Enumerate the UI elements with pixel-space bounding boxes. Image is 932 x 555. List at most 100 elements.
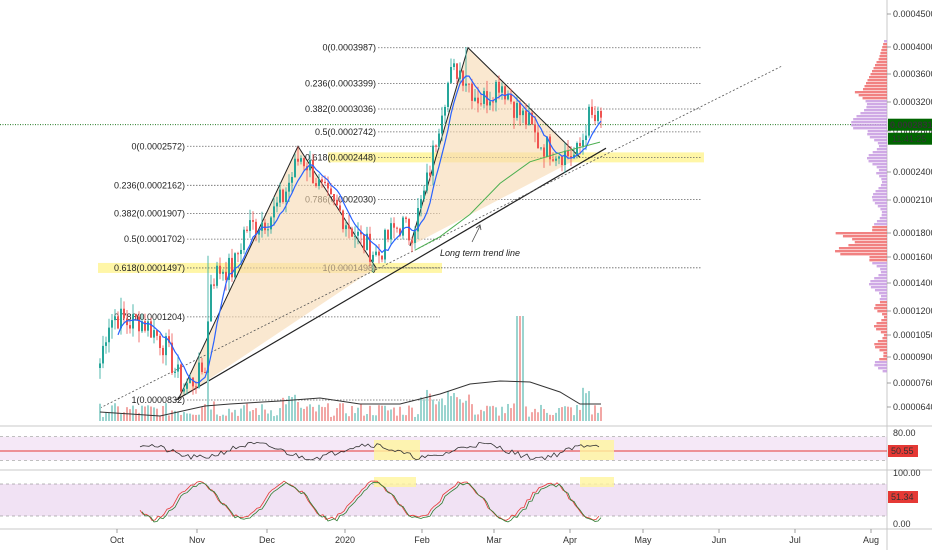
- stoch-tick-label: 0.00: [893, 519, 911, 529]
- candle-body: [234, 253, 236, 278]
- rsi-value-label: 50.55: [891, 446, 914, 456]
- volume-profile-bar: [872, 70, 887, 73]
- candle-body: [159, 335, 161, 348]
- volume-profile-bar: [876, 61, 887, 64]
- candle-body: [477, 97, 479, 104]
- volume-profile-bar: [874, 361, 887, 364]
- volume-bar: [186, 413, 188, 421]
- volume-bar: [549, 414, 551, 421]
- volume-bar: [441, 398, 443, 421]
- candle-body: [522, 110, 524, 116]
- fib-label: 0(0.0002572): [131, 141, 185, 151]
- candle-body: [459, 70, 461, 79]
- candle-body: [120, 308, 122, 329]
- volume-bar: [495, 407, 497, 421]
- volume-bar: [285, 404, 287, 421]
- time-tick-label: Apr: [563, 535, 577, 545]
- volume-profile-bar: [853, 118, 887, 121]
- candle-body: [561, 156, 563, 165]
- candle-body: [576, 142, 578, 155]
- volume-profile-bar: [875, 346, 887, 349]
- volume-profile-bar: [852, 238, 887, 241]
- volume-bar: [420, 397, 422, 421]
- volume-bar: [192, 414, 194, 421]
- price-tick-label: 0.0002100: [893, 195, 932, 205]
- volume-bar: [339, 403, 341, 421]
- candle-body: [594, 114, 596, 122]
- candle-body: [270, 217, 272, 230]
- volume-bar: [270, 410, 272, 421]
- volume-profile-bar: [853, 127, 887, 130]
- candle-body: [318, 179, 320, 187]
- candle-body: [426, 172, 428, 191]
- candle-body: [414, 231, 416, 243]
- fib-label: 0.5(0.0002742): [315, 127, 376, 137]
- volume-bar: [426, 389, 428, 421]
- volume-bar: [228, 408, 230, 421]
- volume-bar: [516, 316, 518, 421]
- countdown-label: 11:41:25: [892, 134, 926, 144]
- candle-body: [276, 202, 278, 207]
- candle-body: [489, 101, 491, 106]
- fib-label: 0.618(0.0001497): [114, 263, 185, 273]
- time-tick-label: Jun: [712, 535, 727, 545]
- candle-body: [279, 189, 281, 203]
- candle-body: [300, 158, 302, 162]
- candle-body: [105, 342, 107, 346]
- volume-bar: [201, 407, 203, 421]
- volume-profile-bar: [856, 115, 887, 118]
- volume-bar: [318, 404, 320, 421]
- volume-profile-bar: [864, 85, 887, 88]
- volume-bar: [411, 407, 413, 421]
- candle-body: [162, 347, 164, 356]
- candle-body: [129, 325, 131, 329]
- volume-bar: [237, 415, 239, 421]
- volume-profile-bar: [878, 169, 887, 172]
- volume-bar: [351, 405, 353, 421]
- volume-bar: [354, 413, 356, 421]
- volume-bar: [264, 409, 266, 421]
- candle-body: [363, 234, 365, 250]
- volume-bar: [486, 405, 488, 421]
- volume-bar: [369, 405, 371, 421]
- candle-body: [447, 82, 449, 107]
- rsi-value-tag: [888, 445, 918, 457]
- price-tick-label: 0.0001800: [893, 228, 932, 238]
- price-tick-label: 0.0001200: [893, 306, 932, 316]
- candle-body: [378, 251, 380, 256]
- candle-body: [528, 112, 530, 125]
- volume-bar: [267, 413, 269, 421]
- candle-body: [483, 91, 485, 104]
- volume-profile-bar: [880, 271, 887, 274]
- stoch-d-line: [141, 482, 602, 523]
- candle-body: [189, 377, 191, 384]
- volume-bar: [213, 401, 215, 421]
- candle-body: [348, 225, 350, 229]
- volume-bar: [540, 404, 542, 421]
- volume-bar: [309, 404, 311, 421]
- volume-profile-bar: [881, 181, 887, 184]
- volume-bar: [123, 412, 125, 421]
- volume-bar: [552, 415, 554, 421]
- time-tick-label: Oct: [110, 535, 125, 545]
- fib-label: 0.786(0.0002030): [305, 194, 376, 204]
- volume-bar: [189, 413, 191, 421]
- candle-body: [600, 110, 602, 118]
- candle-body: [390, 223, 392, 240]
- volume-profile-bar: [835, 250, 887, 253]
- candle-body: [513, 101, 515, 118]
- candle-body: [147, 321, 149, 331]
- volume-profile-bar: [874, 223, 887, 226]
- candle-body: [153, 330, 155, 338]
- volume-ma-line: [99, 380, 601, 417]
- volume-profile-bar: [874, 289, 887, 292]
- candle-body: [210, 284, 212, 322]
- volume-profile-bar: [851, 124, 887, 127]
- candle-body: [117, 316, 119, 329]
- volume-profile-bar: [868, 160, 887, 163]
- candle-body: [255, 221, 257, 235]
- volume-bar: [522, 316, 524, 421]
- sma-line: [117, 75, 602, 384]
- volume-profile-bar: [875, 304, 887, 307]
- candle-body: [534, 124, 536, 133]
